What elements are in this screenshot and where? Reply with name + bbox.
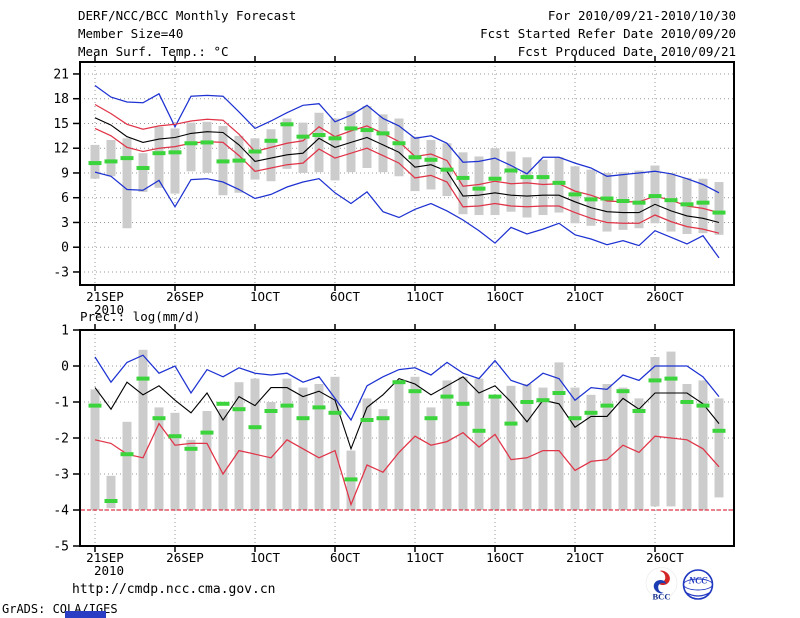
- precipitation-axis-ticks: [73, 324, 656, 552]
- svg-text:-3: -3: [53, 265, 69, 280]
- svg-text:26OCT: 26OCT: [646, 550, 684, 565]
- member-size-label: Member Size=40: [78, 26, 184, 41]
- precipitation-chart: 1 0 -1 -2 -3 -4 -5 21SEP 26SEP 1OCT 6OCT 11OCT 16OCT…: [53, 324, 735, 578]
- svg-text:6: 6: [61, 191, 69, 206]
- temperature-plus-sigma-line: [94, 103, 720, 214]
- svg-text:6OCT: 6OCT: [330, 289, 361, 304]
- svg-text:-5: -5: [53, 540, 69, 555]
- precipitation-observation-markers: [88, 376, 726, 503]
- temperature-minus-sigma-line: [94, 127, 720, 234]
- temperature-ensemble-mean-line: [94, 117, 720, 224]
- svg-text:1: 1: [61, 324, 69, 339]
- svg-text:18: 18: [53, 92, 69, 107]
- svg-text:9: 9: [61, 166, 69, 181]
- temperature-ensemble-min-line: [94, 171, 720, 259]
- produced-date-label: Fcst Produced Date 2010/09/21: [517, 44, 736, 59]
- temperature-chart: 21 18 15 12 9 6 3 0 -3 21SEP 26SEP 1OCT 6OCT 11OCT 16O…: [53, 56, 735, 317]
- svg-text:12: 12: [53, 142, 69, 157]
- svg-text:3: 3: [61, 216, 69, 231]
- temperature-axis-ticks: [73, 56, 656, 291]
- svg-text:21OCT: 21OCT: [566, 550, 604, 565]
- valid-range-label: For 2010/09/21-2010/10/30: [547, 8, 736, 23]
- svg-text:0: 0: [61, 241, 69, 256]
- svg-text:-4: -4: [53, 504, 69, 519]
- footer-blue-mark: [65, 611, 106, 618]
- bcc-logo-blue-swirl: [653, 580, 667, 594]
- svg-text:-2: -2: [53, 432, 69, 447]
- temperature-observation-markers: [88, 122, 726, 215]
- svg-text:1OCT: 1OCT: [250, 289, 281, 304]
- svg-text:26OCT: 26OCT: [646, 289, 684, 304]
- refer-date-label: Fcst Started Refer Date 2010/09/20: [480, 26, 736, 41]
- svg-text:21OCT: 21OCT: [566, 289, 604, 304]
- ncc-logo-text: NCC: [688, 576, 709, 586]
- svg-text:21: 21: [53, 67, 69, 82]
- precipitation-ensemble-mean-line: [94, 376, 720, 451]
- svg-text:11OCT: 11OCT: [406, 289, 444, 304]
- temperature-y-axis-labels: 21 18 15 12 9 6 3 0 -3: [53, 67, 69, 280]
- precipitation-y-axis-labels: 1 0 -1 -2 -3 -4 -5: [53, 324, 69, 555]
- ncc-logo: NCC: [682, 569, 714, 600]
- svg-text:-1: -1: [53, 396, 69, 411]
- bcc-logo-red-swirl: [656, 570, 670, 586]
- precipitation-x-axis-year-label: 2010: [94, 563, 124, 578]
- svg-text:21SEP: 21SEP: [86, 289, 124, 304]
- ncc-logo-laurel: [684, 591, 712, 597]
- plot-title: DERF/NCC/BCC Monthly Forecast: [78, 8, 297, 23]
- svg-text:15: 15: [53, 117, 69, 132]
- svg-text:26SEP: 26SEP: [166, 550, 204, 565]
- svg-text:-3: -3: [53, 468, 69, 483]
- svg-text:6OCT: 6OCT: [330, 550, 361, 565]
- variable-label: Mean Surf. Temp.: °C: [78, 44, 229, 59]
- svg-text:21SEP: 21SEP: [86, 550, 124, 565]
- source-url: http://cmdp.ncc.cma.gov.cn: [72, 582, 276, 597]
- svg-text:1OCT: 1OCT: [250, 550, 281, 565]
- bcc-logo: BCC: [645, 567, 678, 602]
- temperature-x-axis-labels: 21SEP 26SEP 1OCT 6OCT 11OCT 16OCT 21OCT 26OCT 20…: [86, 289, 684, 317]
- ncc-logo-globe-line: [683, 578, 713, 591]
- precip-panel-label: Prec.: log(mm/d): [80, 309, 201, 324]
- precipitation-spread-bars: [90, 349, 724, 510]
- svg-text:16OCT: 16OCT: [486, 550, 524, 565]
- svg-text:16OCT: 16OCT: [486, 289, 524, 304]
- precipitation-x-axis-labels: 21SEP 26SEP 1OCT 6OCT 11OCT 16OCT 21OCT 26OCT 20…: [86, 550, 684, 578]
- svg-text:0: 0: [61, 360, 69, 375]
- svg-text:26SEP: 26SEP: [166, 289, 204, 304]
- svg-text:11OCT: 11OCT: [406, 550, 444, 565]
- precipitation-ensemble-max-line: [94, 354, 720, 422]
- bcc-logo-text: BCC: [653, 592, 671, 602]
- precipitation-ensemble-min-line: [94, 422, 720, 507]
- temperature-ensemble-max-line: [94, 84, 720, 194]
- temperature-x-axis-year-label: 2010: [94, 302, 124, 317]
